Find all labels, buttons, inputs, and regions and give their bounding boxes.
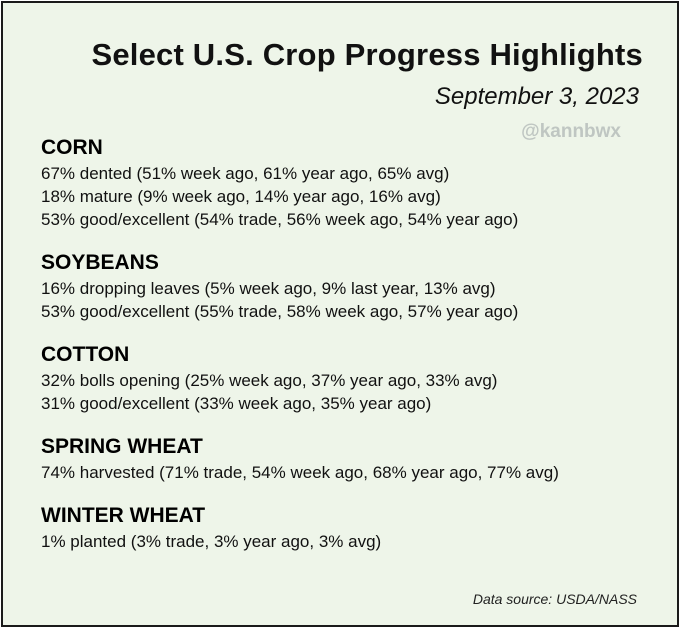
page-title: Select U.S. Crop Progress Highlights — [91, 37, 643, 72]
section-cotton: COTTON 32% bolls opening (25% week ago, … — [41, 342, 661, 415]
section-line: 31% good/excellent (33% week ago, 35% ye… — [41, 394, 432, 413]
crop-sections: CORN 67% dented (51% week ago, 61% year … — [41, 135, 661, 572]
section-line: 18% mature (9% week ago, 14% year ago, 1… — [41, 187, 441, 206]
section-spring-wheat: SPRING WHEAT 74% harvested (71% trade, 5… — [41, 434, 661, 484]
section-line: 67% dented (51% week ago, 61% year ago, … — [41, 164, 450, 183]
section-line: 53% good/excellent (55% trade, 58% week … — [41, 302, 519, 321]
section-line: 16% dropping leaves (5% week ago, 9% las… — [41, 279, 496, 298]
section-heading: SOYBEANS — [41, 251, 159, 274]
data-source-note: Data source: USDA/NASS — [472, 591, 637, 607]
section-heading: COTTON — [41, 343, 130, 366]
section-line: 32% bolls opening (25% week ago, 37% yea… — [41, 371, 498, 390]
section-line: 1% planted (3% trade, 3% year ago, 3% av… — [41, 532, 382, 551]
section-heading: CORN — [41, 136, 103, 159]
section-corn: CORN 67% dented (51% week ago, 61% year … — [41, 135, 661, 231]
section-soybeans: SOYBEANS 16% dropping leaves (5% week ag… — [41, 250, 661, 323]
section-heading: WINTER WHEAT — [41, 504, 206, 527]
author-handle: @kannbwx — [521, 121, 621, 142]
report-date: September 3, 2023 — [434, 83, 639, 110]
section-line: 53% good/excellent (54% trade, 56% week … — [41, 210, 519, 229]
section-heading: SPRING WHEAT — [41, 435, 203, 458]
section-winter-wheat: WINTER WHEAT 1% planted (3% trade, 3% ye… — [41, 503, 661, 553]
section-line: 74% harvested (71% trade, 54% week ago, … — [41, 463, 559, 482]
